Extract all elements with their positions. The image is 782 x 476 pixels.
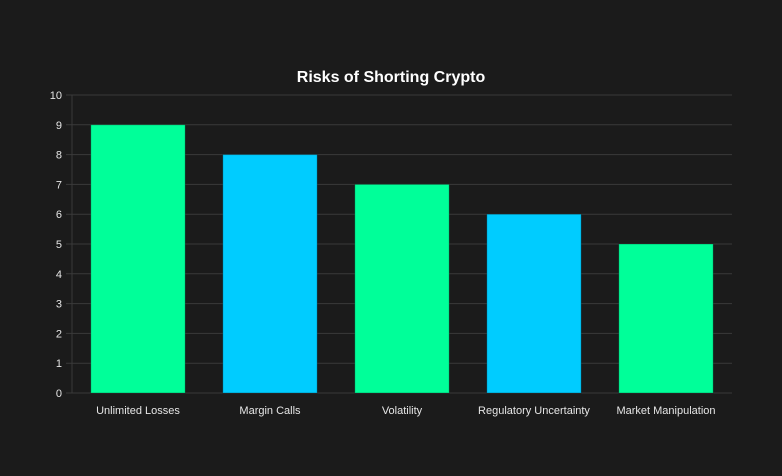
bars — [90, 124, 714, 394]
bar-volatility[interactable] — [354, 183, 450, 394]
x-tick-label: Market Manipulation — [616, 405, 715, 417]
y-tick-label: 2 — [56, 328, 62, 340]
y-tick-label: 7 — [56, 179, 62, 191]
y-tick-label: 10 — [50, 90, 62, 102]
y-tick-label: 3 — [56, 299, 62, 311]
bar-margin-calls[interactable] — [222, 154, 318, 394]
x-axis: Unlimited Losses Margin Calls Volatility Re… — [96, 405, 715, 417]
y-tick-label: 0 — [56, 388, 62, 400]
x-tick-label: Regulatory Uncertainty — [478, 405, 590, 417]
y-tick-label: 4 — [56, 269, 62, 281]
y-tick-label: 6 — [56, 209, 62, 221]
x-tick-label: Volatility — [382, 405, 423, 417]
bar-regulatory-uncertainty[interactable] — [486, 213, 582, 394]
bar-unlimited-losses[interactable] — [90, 124, 186, 394]
x-tick-label: Unlimited Losses — [96, 405, 180, 417]
y-tick-label: 1 — [56, 358, 62, 370]
y-tick-label: 8 — [56, 150, 62, 162]
x-tick-label: Margin Calls — [239, 405, 301, 417]
chart-title: Risks of Shorting Crypto — [297, 69, 486, 86]
y-tick-label: 5 — [56, 239, 62, 251]
y-axis: 0 1 2 3 4 5 6 7 8 9 10 — [50, 90, 62, 400]
y-tick-label: 9 — [56, 120, 62, 132]
bar-market-manipulation[interactable] — [618, 243, 714, 394]
